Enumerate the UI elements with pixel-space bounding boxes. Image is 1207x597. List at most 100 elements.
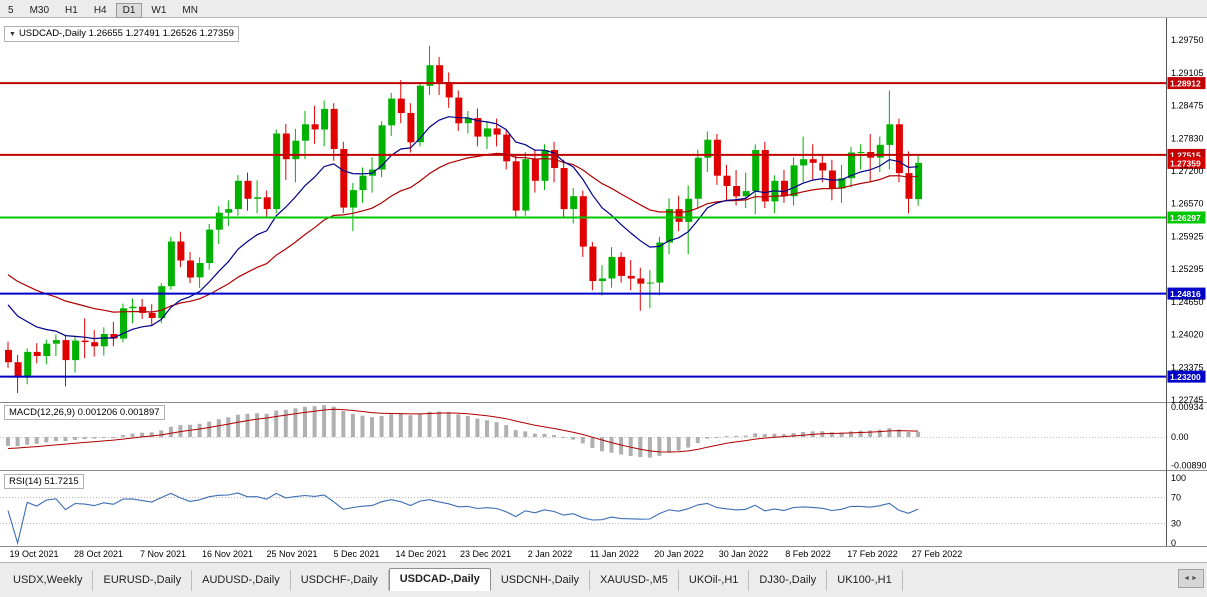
candle [120, 308, 127, 339]
candle [436, 65, 444, 83]
macd-bar [44, 437, 49, 443]
macd-bar [532, 433, 537, 437]
candle [91, 342, 99, 347]
macd-axis-label: 0.00934 [1171, 402, 1204, 412]
candle [397, 98, 405, 113]
macd-bar [561, 437, 566, 438]
candle [752, 150, 760, 192]
macd-bar [34, 437, 39, 444]
timeframe-button-h1[interactable]: H1 [58, 3, 85, 18]
candle [254, 197, 262, 199]
price-tag-label: 1.23200 [1170, 372, 1201, 382]
candle [321, 108, 329, 130]
symbol-dropdown-icon[interactable]: ▼ [9, 31, 16, 38]
macd-bar [542, 433, 547, 437]
candle [33, 351, 41, 356]
timeframe-button-mn[interactable]: MN [175, 3, 205, 18]
candle [5, 349, 12, 363]
macd-bar [15, 437, 20, 446]
candle [407, 113, 415, 143]
price-level-tag [1167, 211, 1206, 224]
candle [800, 159, 808, 166]
macd-bar [322, 405, 327, 437]
macd-bar [839, 432, 844, 437]
candle [675, 209, 683, 222]
price-tag-label: 1.26297 [1170, 213, 1201, 223]
candle [723, 175, 731, 186]
price-axis-label: 1.23375 [1171, 363, 1204, 373]
chart-tab-audusd[interactable]: AUDUSD-,Daily [192, 570, 291, 591]
price-level-tag [1167, 370, 1206, 383]
macd-bar [705, 437, 710, 439]
macd-bar [916, 432, 921, 437]
price-axis-label: 1.26570 [1171, 198, 1204, 208]
chart-tab-row: USDX,Weekly EURUSD-,Daily AUDUSD-,Daily USD… [3, 568, 903, 591]
macd-bar [197, 423, 202, 437]
candle [876, 144, 884, 158]
candle [503, 134, 511, 162]
candle [455, 97, 463, 124]
macd-bar [226, 417, 231, 437]
chart-tab-usdx[interactable]: USDX,Weekly [3, 570, 94, 591]
price-axis-label: 1.29750 [1171, 35, 1204, 45]
timeframe-button-m30[interactable]: M30 [23, 3, 56, 18]
candle [618, 256, 626, 276]
candle [666, 209, 673, 243]
current-price-tag [1167, 156, 1206, 169]
timeframe-button-5[interactable]: 5 [1, 3, 21, 18]
chart-tab-usdcnh[interactable]: USDCNH-,Daily [491, 570, 591, 591]
chart-tab-dj30[interactable]: DJ30-,Daily [749, 570, 828, 591]
macd-bar [647, 437, 652, 458]
chart-tab-usdcad[interactable]: USDCAD-,Daily [388, 568, 491, 591]
chart-tab-usdchf[interactable]: USDCHF-,Daily [291, 570, 389, 591]
candle [273, 133, 281, 209]
chart-tab-ukoil[interactable]: UKOil-,H1 [679, 570, 750, 591]
macd-bar [312, 406, 317, 437]
rsi-axis-label: 30 [1171, 519, 1181, 529]
candle [599, 278, 606, 282]
candle [713, 139, 721, 176]
macd-bar [580, 437, 585, 444]
candle [560, 168, 568, 210]
macd-bar [437, 411, 442, 437]
candle [493, 128, 501, 135]
macd-bar [523, 431, 528, 437]
candle [761, 150, 769, 202]
price-axis-label: 1.27830 [1171, 134, 1204, 144]
candle [589, 246, 597, 281]
timeframe-button-h4[interactable]: H4 [87, 3, 114, 18]
timeframe-button-d1[interactable]: D1 [115, 2, 143, 18]
tab-scroll-control[interactable]: ◄► [1178, 569, 1204, 588]
macd-bar [465, 416, 470, 437]
chart-tab-xauusd[interactable]: XAUUSD-,M5 [590, 570, 679, 591]
macd-bar [53, 437, 58, 442]
time-axis-label: 14 Dec 2021 [395, 549, 446, 559]
candle [570, 196, 578, 209]
macd-bar [25, 437, 30, 445]
timeframe-button-w1[interactable]: W1 [144, 3, 173, 18]
price-axis-label: 1.28475 [1171, 101, 1204, 111]
macd-bar [341, 411, 346, 437]
macd-bar [92, 437, 97, 439]
macd-bar [571, 437, 576, 440]
chart-tab-uk100[interactable]: UK100-,H1 [827, 570, 903, 591]
candle [416, 85, 424, 143]
macd-bar [111, 437, 116, 438]
candle [62, 340, 70, 361]
rsi-indicator-label: RSI(14) 51.7215 [4, 474, 84, 489]
time-axis-label: 16 Nov 2021 [202, 549, 253, 559]
candle [819, 162, 827, 171]
candle [43, 343, 51, 356]
chart-tab-eurusd[interactable]: EURUSD-,Daily [93, 570, 193, 591]
macd-bar [590, 437, 595, 448]
rsi-axis-label: 0 [1171, 538, 1176, 548]
candle [52, 340, 60, 344]
macd-bar [513, 430, 518, 437]
chart-ohlc-values: 1.26655 1.27491 1.26526 1.27359 [88, 28, 234, 39]
macd-bar [762, 434, 767, 437]
macd-bar [188, 424, 192, 437]
candle [302, 124, 309, 141]
macd-bar [235, 414, 240, 437]
time-axis-label: 5 Dec 2021 [333, 549, 379, 559]
macd-bar [255, 413, 260, 437]
